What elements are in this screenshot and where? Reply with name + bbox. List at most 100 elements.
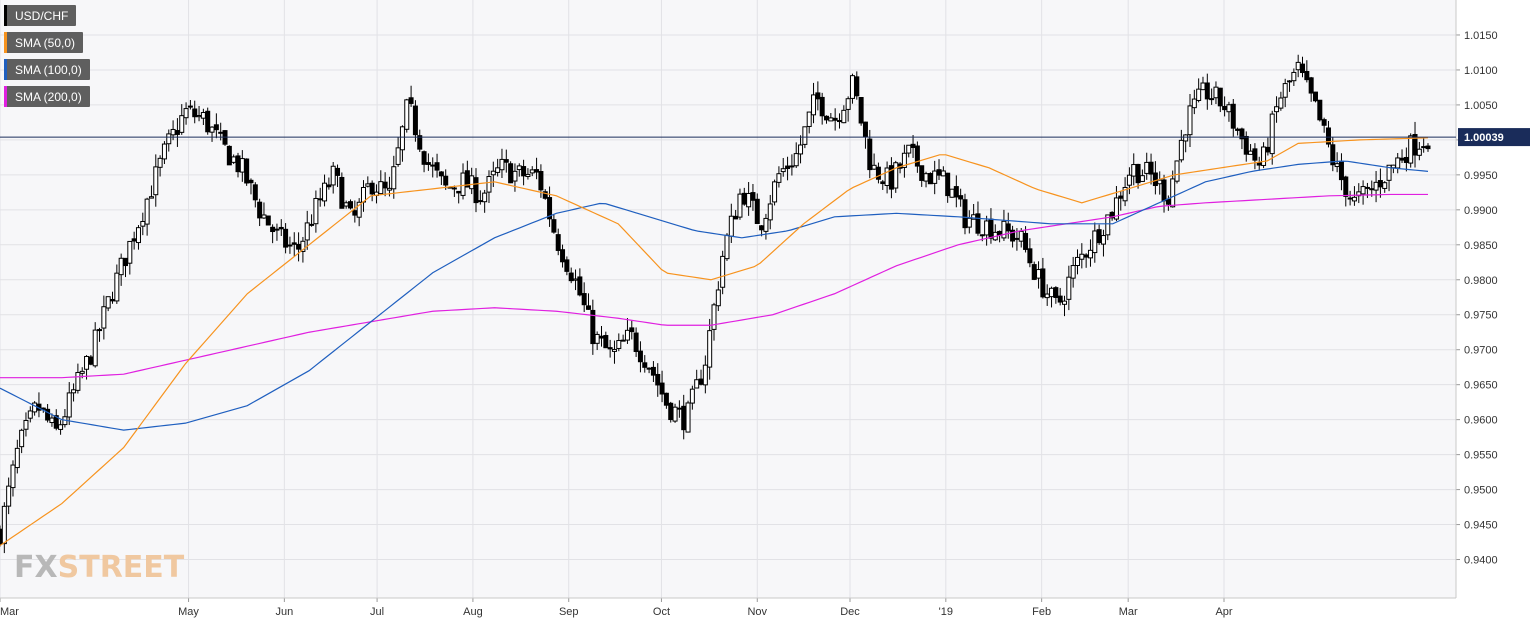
candle-body: [620, 339, 626, 342]
x-tick-label: Jun: [275, 606, 293, 618]
candle-body: [122, 257, 128, 267]
candle-body: [1, 505, 7, 545]
candle-body: [335, 167, 341, 176]
candle-body: [945, 172, 951, 197]
current-price-label: 1.00039: [1464, 132, 1504, 144]
candle-body: [923, 173, 929, 182]
candle-body: [858, 97, 864, 124]
candle-body: [854, 76, 860, 97]
candle-body: [148, 196, 154, 199]
x-tick-label: '19: [939, 606, 953, 618]
x-tick-label: Jul: [370, 606, 384, 618]
candle-body: [144, 198, 150, 225]
candle-body: [209, 126, 215, 133]
candle-body: [1282, 83, 1288, 98]
candle-body: [1196, 88, 1202, 101]
y-tick-label: 0.9450: [1464, 520, 1498, 532]
candle-body: [365, 183, 371, 187]
candle-body: [495, 167, 501, 173]
candle-body: [681, 405, 687, 431]
candle-body: [676, 407, 682, 410]
logo-part-fx: FX: [14, 550, 58, 585]
candle-body: [862, 121, 868, 138]
candle-body: [547, 197, 553, 220]
candle-body: [1096, 229, 1102, 244]
candle-body: [1347, 197, 1353, 200]
candle-body: [84, 355, 90, 370]
candle-body: [1395, 157, 1401, 169]
candle-body: [421, 151, 427, 165]
candle-body: [395, 147, 401, 165]
candle-body: [257, 201, 263, 219]
candle-body: [836, 120, 842, 123]
candle-body: [702, 364, 708, 386]
candle-body: [179, 115, 185, 133]
candle-body: [763, 217, 769, 232]
candle-body: [114, 272, 120, 302]
candle-body: [1200, 82, 1206, 91]
candle-body: [1377, 180, 1383, 188]
candle-body: [655, 373, 661, 386]
candle-body: [348, 201, 354, 209]
candle-body: [79, 370, 85, 374]
x-tick-label: Sep: [559, 606, 579, 618]
candle-body: [170, 128, 176, 136]
legend-item-sma100[interactable]: SMA (100,0): [4, 59, 90, 80]
legend-item-sma50[interactable]: SMA (50,0): [4, 32, 84, 53]
candle-body: [1161, 179, 1167, 202]
candle-body: [399, 126, 405, 151]
candle-body: [430, 164, 436, 167]
candle-body: [953, 186, 959, 198]
candle-body: [1213, 86, 1219, 99]
candle-body: [1105, 214, 1111, 236]
candle-body: [140, 220, 146, 227]
candle-body: [49, 417, 55, 424]
candle-body: [1027, 248, 1033, 264]
candle-body: [590, 309, 596, 345]
candle-body: [1243, 135, 1249, 155]
candle-body: [1408, 135, 1414, 164]
candle-body: [127, 240, 133, 264]
candle-body: [694, 379, 700, 389]
sma-100-line: [0, 160, 1429, 431]
candle-body: [425, 162, 431, 165]
candle-body: [936, 169, 942, 176]
legend-item-sma200[interactable]: SMA (200,0): [4, 86, 90, 107]
candle-body: [798, 144, 804, 155]
candle-body: [1230, 103, 1236, 129]
candle-body: [1421, 146, 1427, 149]
candle-body: [105, 296, 111, 309]
candle-body: [183, 108, 189, 119]
candle-body: [1291, 71, 1297, 82]
candle-body: [867, 138, 873, 171]
candle-body: [1001, 220, 1007, 239]
y-tick-label: 0.9600: [1464, 415, 1498, 427]
candle-body: [343, 202, 349, 207]
legend-item-usdchf[interactable]: USD/CHF: [4, 5, 77, 26]
candle-body: [776, 173, 782, 183]
candle-body: [499, 158, 505, 171]
candle-body: [538, 171, 544, 191]
candle-body: [1382, 182, 1388, 189]
candle-body: [880, 181, 886, 185]
candle-body: [802, 126, 808, 145]
legend-swatch: [4, 86, 7, 107]
candle-body: [1369, 188, 1375, 191]
x-tick-label: Mar: [1119, 606, 1138, 618]
candle-body: [1364, 186, 1370, 189]
candle-body: [1256, 162, 1262, 166]
candle-body: [789, 165, 795, 168]
candle-body: [270, 226, 276, 233]
candle-body: [404, 99, 410, 130]
candle-body: [568, 272, 574, 282]
candle-body: [196, 115, 202, 118]
candle-body: [642, 362, 648, 368]
candle-body: [97, 329, 103, 332]
legend-swatch: [4, 32, 7, 53]
candle-body: [135, 227, 141, 244]
candle-body: [845, 98, 851, 110]
candle-body: [815, 92, 821, 100]
legend-swatch: [4, 5, 7, 26]
candle-body: [759, 225, 765, 231]
